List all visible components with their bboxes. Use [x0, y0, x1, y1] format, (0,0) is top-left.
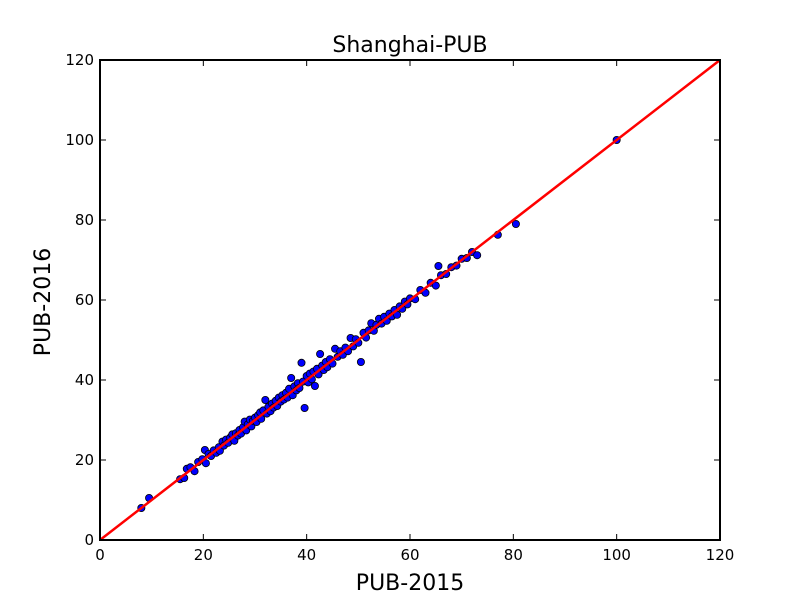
- scatter-point-64: [300, 403, 309, 412]
- y-tick-label-80: 80: [75, 211, 94, 229]
- scatter-point-73: [316, 349, 325, 358]
- x-tick-label-0: 0: [95, 546, 105, 564]
- scatter-point-10: [201, 459, 210, 468]
- scatter-point-90: [356, 357, 365, 366]
- y-axis-label: PUB-2016: [31, 248, 56, 356]
- x-tick-label-80: 80: [504, 546, 523, 564]
- x-axis-label: PUB-2015: [356, 571, 464, 596]
- x-tick-label-20: 20: [194, 546, 213, 564]
- y-tick-label-120: 120: [65, 51, 94, 69]
- scatter-point-41: [261, 395, 270, 404]
- x-tick-label-40: 40: [297, 546, 316, 564]
- scatter-point-56: [287, 373, 296, 382]
- chart-title: Shanghai-PUB: [332, 33, 487, 58]
- x-tick-label-60: 60: [400, 546, 419, 564]
- y-tick-label-20: 20: [75, 451, 94, 469]
- scatter-point-70: [310, 381, 319, 390]
- scatter-point-114: [431, 281, 440, 290]
- y-tick-label-100: 100: [65, 131, 94, 149]
- y-tick-label-40: 40: [75, 371, 94, 389]
- axis-ticks: 0 20 40 60 80 100 120 0 20 40 60 80 100 120: [65, 51, 734, 564]
- scatter-point-125: [511, 219, 520, 228]
- scatter-point-123: [473, 251, 482, 260]
- x-tick-label-100: 100: [602, 546, 631, 564]
- y-tick-label-60: 60: [75, 291, 94, 309]
- scatter-point-115: [434, 261, 443, 270]
- y-tick-label-0: 0: [84, 531, 94, 549]
- x-tick-label-120: 120: [706, 546, 735, 564]
- plot-area: [99, 59, 721, 541]
- reference-line: [99, 59, 721, 541]
- scatter-point-62: [297, 358, 306, 367]
